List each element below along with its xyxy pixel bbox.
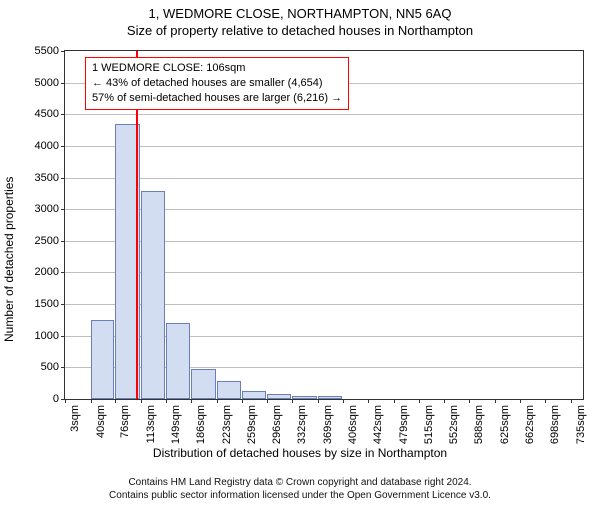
x-tick-mark — [520, 399, 521, 403]
y-tick-mark — [61, 272, 65, 273]
x-tick-label: 296sqm — [271, 405, 283, 444]
y-tick-label: 1500 — [35, 298, 59, 310]
histogram-bar — [318, 396, 343, 399]
annotation-line: 57% of semi-detached houses are larger (… — [92, 91, 342, 106]
footer-line-1: Contains HM Land Registry data © Crown c… — [0, 476, 600, 489]
x-tick-mark — [292, 399, 293, 403]
x-tick-mark — [394, 399, 395, 403]
y-axis-label: Number of detached properties — [2, 177, 16, 342]
footer-line-2: Contains public sector information licen… — [0, 489, 600, 502]
gridline — [65, 146, 583, 147]
x-tick-label: 479sqm — [398, 405, 410, 444]
x-tick-label: 223sqm — [221, 405, 233, 444]
x-tick-mark — [444, 399, 445, 403]
x-tick-mark — [217, 399, 218, 403]
x-tick-label: 552sqm — [448, 405, 460, 444]
y-tick-label: 500 — [41, 361, 59, 373]
y-tick-mark — [61, 51, 65, 52]
histogram-bar — [91, 320, 115, 399]
x-tick-mark — [545, 399, 546, 403]
x-tick-label: 515sqm — [423, 405, 435, 444]
histogram-bar — [217, 381, 241, 399]
y-tick-label: 4500 — [35, 108, 59, 120]
x-axis-label: Distribution of detached houses by size … — [0, 446, 600, 460]
y-tick-label: 4000 — [35, 140, 59, 152]
x-tick-mark — [242, 399, 243, 403]
chart-container: Number of detached properties 0500100015… — [0, 42, 600, 462]
histogram-bar — [242, 391, 267, 399]
y-tick-mark — [61, 83, 65, 84]
x-tick-label: 662sqm — [524, 405, 536, 444]
y-tick-mark — [61, 178, 65, 179]
x-tick-mark — [469, 399, 470, 403]
x-tick-label: 259sqm — [246, 405, 258, 444]
y-tick-mark — [61, 114, 65, 115]
x-tick-label: 40sqm — [95, 405, 107, 438]
x-tick-mark — [115, 399, 116, 403]
x-tick-mark — [571, 399, 572, 403]
y-tick-mark — [61, 367, 65, 368]
y-tick-label: 5500 — [35, 45, 59, 57]
x-tick-label: 406sqm — [347, 405, 359, 444]
y-tick-mark — [61, 304, 65, 305]
x-tick-label: 3sqm — [69, 405, 81, 432]
x-tick-mark — [91, 399, 92, 403]
x-tick-mark — [141, 399, 142, 403]
x-tick-mark — [267, 399, 268, 403]
gridline — [65, 114, 583, 115]
y-tick-label: 3000 — [35, 203, 59, 215]
gridline — [65, 178, 583, 179]
x-tick-label: 369sqm — [322, 405, 334, 444]
histogram-bar — [292, 396, 317, 399]
footer: Contains HM Land Registry data © Crown c… — [0, 476, 600, 502]
y-tick-label: 0 — [53, 393, 59, 405]
y-tick-label: 3500 — [35, 172, 59, 184]
y-tick-label: 2500 — [35, 235, 59, 247]
x-tick-label: 149sqm — [170, 405, 182, 444]
annotation-line: ← 43% of detached houses are smaller (4,… — [92, 76, 342, 91]
page-title: 1, WEDMORE CLOSE, NORTHAMPTON, NN5 6AQ — [0, 6, 600, 21]
annotation-line: 1 WEDMORE CLOSE: 106sqm — [92, 61, 342, 76]
x-tick-mark — [191, 399, 192, 403]
plot-area: 0500100015002000250030003500400045005000… — [64, 50, 584, 400]
x-tick-label: 332sqm — [296, 405, 308, 444]
x-tick-label: 698sqm — [549, 405, 561, 444]
y-tick-label: 1000 — [35, 330, 59, 342]
y-tick-mark — [61, 241, 65, 242]
histogram-bar — [191, 369, 216, 399]
x-tick-label: 113sqm — [145, 405, 157, 443]
x-tick-mark — [419, 399, 420, 403]
y-tick-mark — [61, 209, 65, 210]
page-subtitle: Size of property relative to detached ho… — [0, 23, 600, 38]
x-tick-label: 186sqm — [195, 405, 207, 444]
x-tick-mark — [343, 399, 344, 403]
x-tick-label: 588sqm — [473, 405, 485, 444]
x-tick-mark — [166, 399, 167, 403]
x-tick-label: 625sqm — [499, 405, 511, 444]
y-tick-mark — [61, 146, 65, 147]
x-tick-label: 442sqm — [372, 405, 384, 444]
x-tick-label: 76sqm — [119, 405, 131, 438]
x-tick-mark — [495, 399, 496, 403]
histogram-bar — [141, 191, 165, 399]
annotation-box: 1 WEDMORE CLOSE: 106sqm← 43% of detached… — [85, 57, 349, 110]
histogram-bar — [267, 394, 291, 399]
x-tick-mark — [318, 399, 319, 403]
y-tick-mark — [61, 336, 65, 337]
x-tick-label: 735sqm — [575, 405, 587, 444]
y-tick-label: 2000 — [35, 266, 59, 278]
histogram-bar — [166, 323, 191, 399]
x-tick-mark — [65, 399, 66, 403]
y-tick-label: 5000 — [35, 77, 59, 89]
x-tick-mark — [368, 399, 369, 403]
